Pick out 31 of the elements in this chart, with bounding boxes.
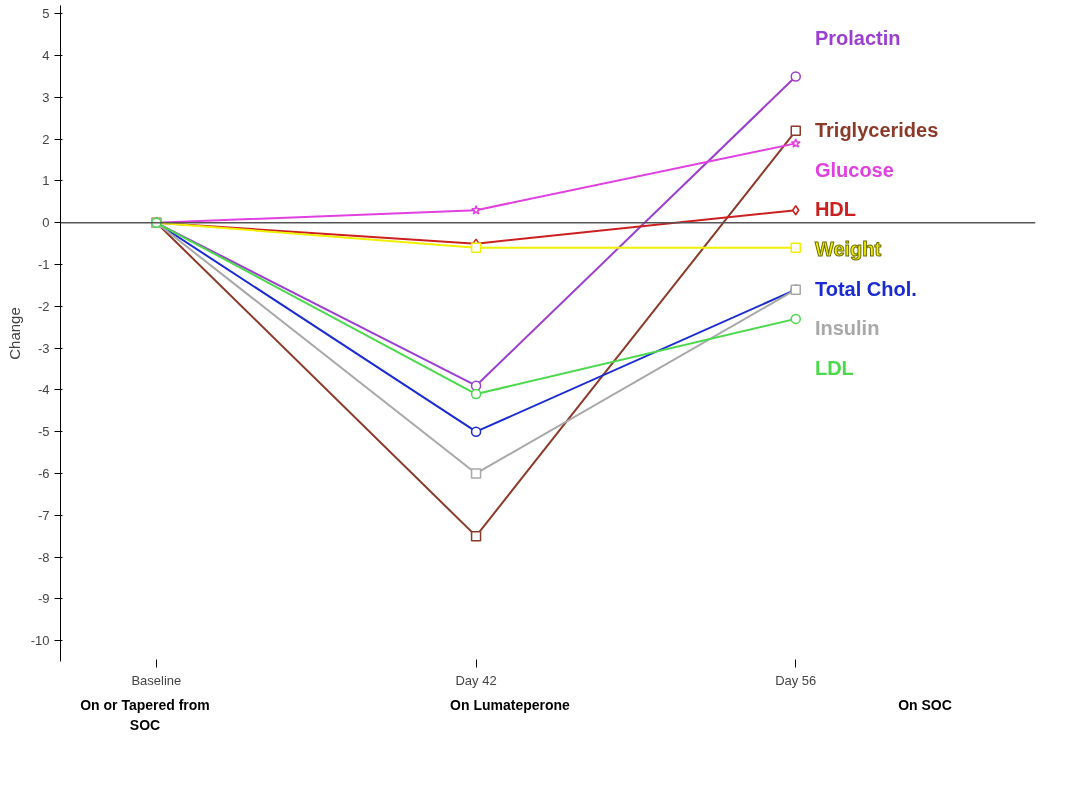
y-tick-label: 2 [42,131,50,147]
y-tick-label: 5 [42,6,50,22]
y-tick-label: 4 [42,48,50,64]
x-tick-label: Day 56 [775,672,817,688]
y-tick-label: 1 [42,173,50,189]
y-tick-label: -6 [37,465,50,481]
y-tick-label: 3 [42,89,50,105]
y-tick-label: -8 [37,549,50,565]
y-tick-label: -5 [37,424,50,440]
y-tick-label: -3 [37,340,50,356]
text: On Lumateperone [450,696,570,715]
text: On or Tapered from SOC [79,696,211,735]
y-tick-label: -7 [37,507,50,523]
series-label: Weight [814,237,882,260]
series-label: LDL [814,357,854,380]
y-tick-label: -10 [30,633,50,649]
y-tick-label: -2 [37,298,50,314]
series-label: Insulin [814,317,880,340]
x-tick-label: Day 42 [455,672,497,688]
y-axis-title: Change [5,307,23,360]
text: On SOC [898,696,952,715]
series-label: HDL [814,198,857,221]
series-label: Total Chol. [814,277,917,300]
series-label: Triglycerides [814,118,939,141]
series-label: Glucose [814,158,894,181]
y-tick-label: -4 [37,382,50,398]
y-tick-label: 0 [42,215,50,231]
y-tick-label: -9 [37,591,50,607]
x-tick-label: Baseline [131,672,182,688]
y-tick-label: -1 [37,257,50,273]
series-label: Prolactin [814,26,901,49]
